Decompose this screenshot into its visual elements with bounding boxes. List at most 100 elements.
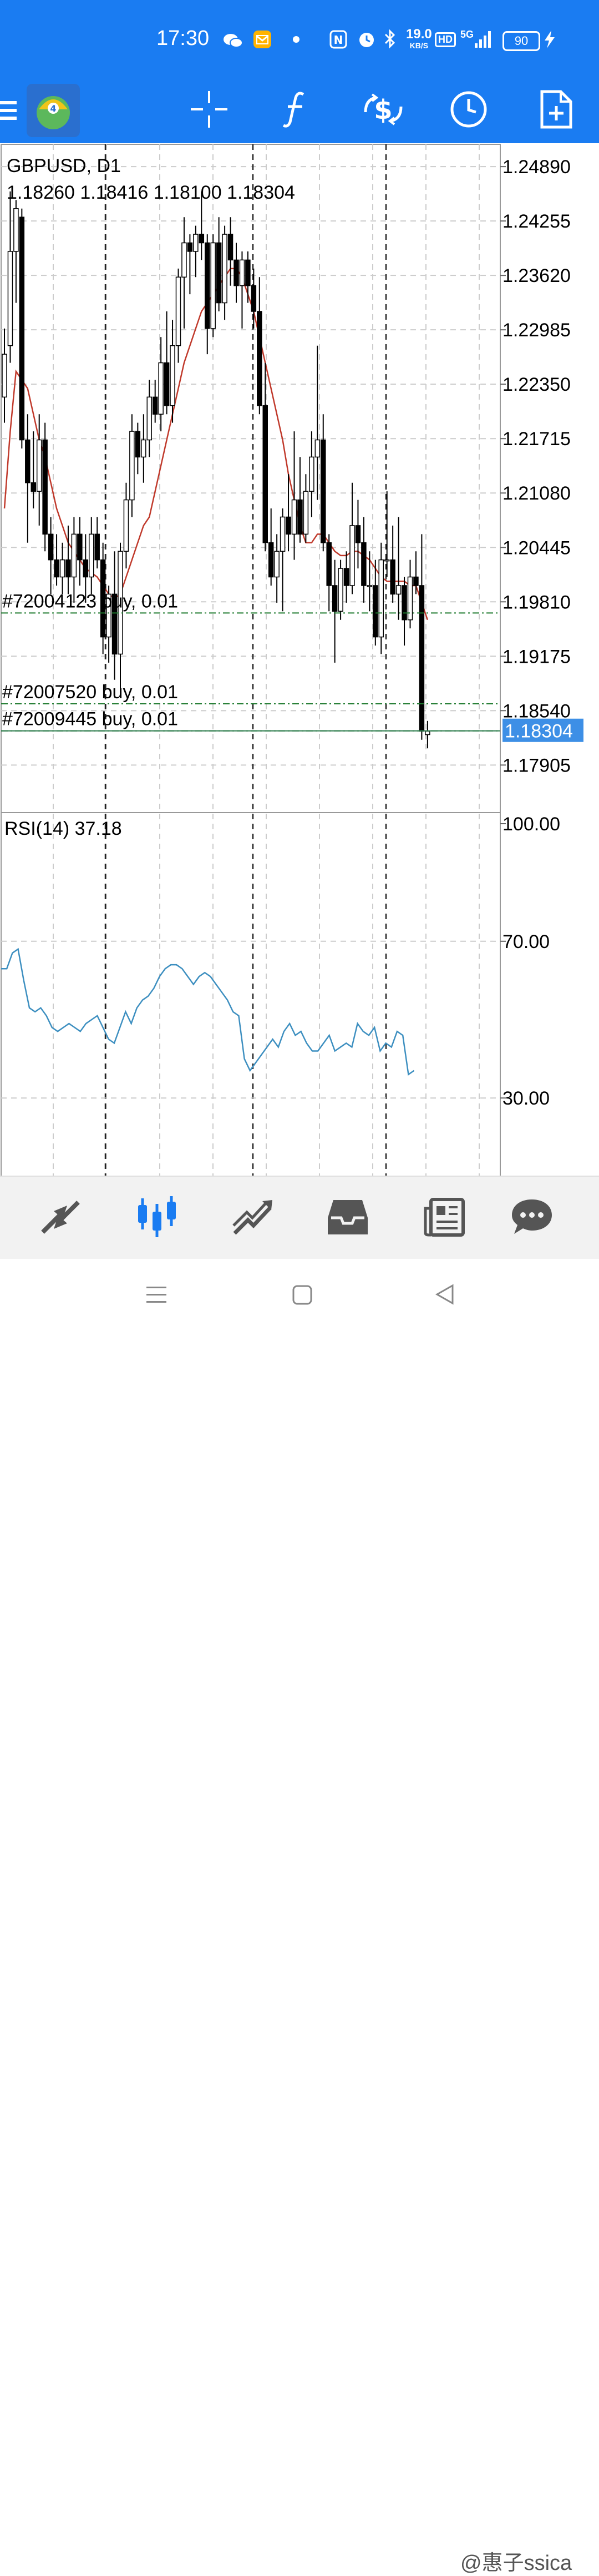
bull-candle (384, 559, 390, 562)
rsi-tick-label: 30.00 (502, 1088, 550, 1109)
bull-candle (106, 593, 111, 638)
new-document-button[interactable] (526, 78, 587, 143)
dot-icon (292, 36, 300, 46)
price-tick-label: 1.20445 (502, 537, 571, 558)
bull-candle (239, 259, 245, 286)
bull-candle (36, 439, 42, 492)
bear-candle (355, 525, 361, 543)
rsi-line (1, 947, 415, 1076)
bull-candle (170, 345, 175, 406)
rsi-tick-label: 70.00 (502, 931, 550, 952)
price-tick-label: 1.22350 (502, 374, 571, 395)
home-button[interactable] (292, 1284, 313, 1308)
crosshair-button[interactable] (179, 78, 240, 143)
bear-candle (19, 216, 25, 441)
menu-icon[interactable] (0, 78, 22, 143)
current-price-tag (502, 718, 583, 742)
bear-candle (187, 242, 193, 252)
bear-candle (25, 439, 31, 483)
bull-candle (291, 499, 297, 535)
timeframe-button[interactable] (438, 78, 499, 143)
wechat-icon (223, 32, 243, 52)
nav-chart[interactable] (121, 1177, 193, 1260)
bear-candle (31, 482, 36, 492)
bear-candle (321, 439, 326, 543)
bull-candle (407, 576, 413, 621)
price-tick-label: 1.21080 (502, 483, 571, 504)
svg-text:4: 4 (50, 103, 56, 114)
network-type: 5G (460, 29, 474, 40)
price-tick-label: 1.24255 (502, 211, 571, 232)
battery-level: 90 (502, 31, 540, 51)
bear-candle (245, 259, 251, 286)
recent-apps-button[interactable] (145, 1283, 167, 1308)
bear-candle (286, 516, 291, 535)
chart-canvas[interactable]: #72004123 buy, 0.01 #72007520 buy, 0.01 #7… (0, 143, 599, 1249)
order-label: #72004123 buy, 0.01 (2, 591, 178, 612)
nav-trade[interactable] (217, 1177, 290, 1260)
bear-candle (164, 362, 170, 406)
rsi-tick-label: 100.00 (502, 814, 560, 835)
nav-history[interactable] (312, 1177, 384, 1260)
watermark: @惠子ssica (460, 2552, 572, 2575)
nav-quotes[interactable] (24, 1177, 97, 1260)
quotes-icon (38, 1198, 83, 1239)
bull-candle (309, 456, 314, 492)
bull-candle (89, 533, 94, 578)
order-label: #72007520 buy, 0.01 (2, 682, 178, 703)
bear-candle (390, 559, 395, 595)
chart-area[interactable]: #72004123 buy, 0.01 #72007520 buy, 0.01 #7… (0, 143, 599, 1249)
charging-icon (544, 30, 556, 52)
news-icon (423, 1197, 465, 1240)
net-speed-value: 19.0 (406, 27, 432, 42)
history-icon (327, 1198, 369, 1239)
nav-chat[interactable] (496, 1177, 568, 1260)
bear-candle (419, 585, 425, 732)
bear-candle (233, 259, 239, 286)
bear-candle (199, 234, 205, 244)
net-speed: 19.0 KB/S (406, 27, 432, 51)
trade-icon: $ (361, 90, 405, 132)
bear-candle (373, 585, 378, 638)
bull-candle (280, 516, 286, 552)
bull-candle (193, 234, 199, 252)
bottom-navigation (0, 1176, 599, 1260)
back-button[interactable] (434, 1283, 456, 1308)
bear-candle (48, 533, 54, 561)
ohlc-label: 1.18260 1.18416 1.18100 1.18304 (7, 182, 295, 203)
bull-candle (338, 568, 343, 612)
metatrader-logo-icon[interactable]: 4 (27, 78, 80, 143)
bull-candle (367, 585, 373, 587)
bull-candle (141, 439, 146, 458)
bull-candle (181, 242, 187, 278)
bluetooth-icon (384, 29, 396, 52)
bear-candle (54, 559, 59, 578)
bear-candle (251, 285, 257, 312)
chat-icon (510, 1197, 554, 1240)
bull-candle (2, 354, 7, 398)
indicators-button[interactable] (265, 78, 326, 143)
bear-candle (77, 533, 83, 561)
bull-candle (118, 551, 123, 655)
nav-news[interactable] (408, 1177, 480, 1260)
alarm-icon (357, 29, 377, 52)
bear-candle (205, 242, 210, 329)
chart-toolbar: 4 $ (0, 78, 599, 143)
signal-icon (475, 30, 493, 52)
nfc-icon: N (329, 30, 347, 52)
bear-candle (135, 431, 141, 458)
bear-candle (332, 585, 338, 612)
rsi-label: RSI(14) 37.18 (4, 818, 122, 839)
price-tick-label: 1.24890 (502, 157, 571, 178)
bull-candle (395, 585, 402, 595)
bear-candle (361, 542, 367, 586)
trade-button[interactable]: $ (353, 78, 414, 143)
bull-candle (158, 362, 164, 415)
current-price-label: 1.18304 (505, 721, 573, 742)
bull-candle (303, 491, 309, 535)
crosshair-icon (190, 90, 229, 132)
bull-candle (123, 499, 129, 552)
bull-candle (175, 276, 181, 346)
bear-candle (402, 585, 407, 621)
bear-candle (413, 576, 419, 586)
